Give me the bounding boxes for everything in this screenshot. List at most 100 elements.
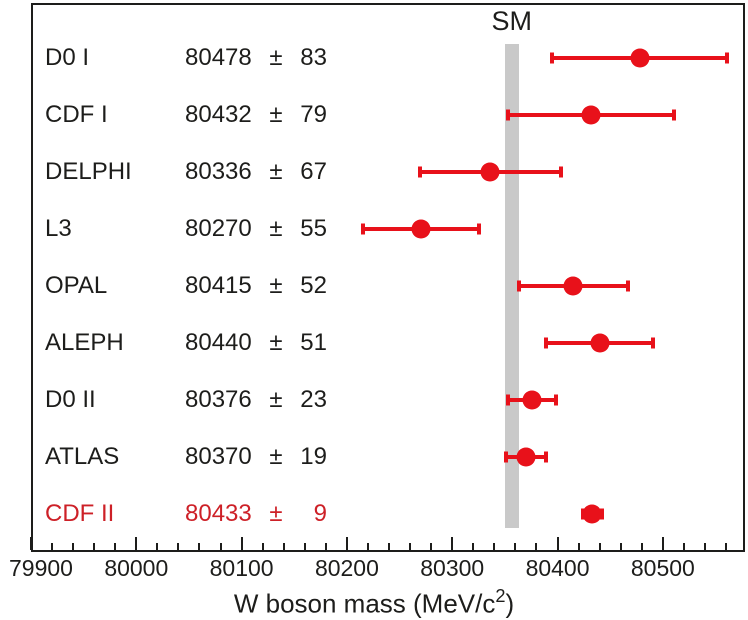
x-axis-tick-label: 79900 <box>9 555 73 581</box>
error-bar-right-cap <box>672 109 677 120</box>
x-axis-tick-label: 80500 <box>630 555 695 581</box>
sm-label: SM <box>491 6 532 36</box>
error-value: 67 <box>300 157 327 185</box>
plot-frame <box>31 3 745 552</box>
x-axis-minor-tick <box>577 543 580 550</box>
measurement-value: 80478 ±83 <box>185 43 327 71</box>
x-axis-minor-tick <box>388 543 391 550</box>
mass-value: 80336 <box>185 157 252 185</box>
error-bar-right-cap <box>554 394 559 405</box>
x-axis-tick <box>345 537 348 550</box>
x-axis-title: W boson mass (MeV/c2) <box>233 587 514 619</box>
measurement-value: 80376 ±23 <box>185 385 327 413</box>
mass-value: 80270 <box>185 214 252 242</box>
experiment-label: L3 <box>45 214 72 242</box>
error-bar-left-cap <box>506 109 511 120</box>
x-axis-tick <box>240 537 243 550</box>
data-point-marker <box>590 333 610 352</box>
data-point-marker <box>630 48 650 67</box>
x-axis-tick <box>30 537 32 550</box>
plus-minus-sign: ± <box>269 442 283 470</box>
plus-minus-sign: ± <box>269 328 283 356</box>
plus-minus-sign: ± <box>269 43 283 71</box>
error-bar-left-cap <box>417 166 422 177</box>
experiment-label: CDF II <box>45 499 115 527</box>
x-axis-minor-tick <box>366 543 369 550</box>
x-axis-minor-tick <box>703 543 706 550</box>
x-axis-minor-tick <box>493 543 496 550</box>
experiment-label: ATLAS <box>45 442 120 470</box>
error-bar-left-cap <box>503 451 508 462</box>
x-axis-minor-tick <box>93 543 96 550</box>
data-point-marker <box>480 162 500 181</box>
mass-value: 80432 <box>185 100 252 128</box>
error-bar-right-cap <box>476 223 481 234</box>
x-axis-minor-tick <box>535 543 538 550</box>
error-bar-right-cap <box>651 337 656 348</box>
x-axis-minor-tick <box>682 543 685 550</box>
error-value: 52 <box>300 271 327 299</box>
x-axis-minor-tick <box>324 543 327 550</box>
x-axis-tick-label: 80100 <box>209 555 274 581</box>
data-point-marker <box>516 447 536 466</box>
error-bar-right-cap <box>558 166 563 177</box>
error-value: 51 <box>300 328 327 356</box>
error-bar-left-cap <box>543 337 548 348</box>
x-axis-tick-label: 80200 <box>314 555 379 581</box>
x-axis-minor-tick <box>219 543 222 550</box>
x-axis-minor-tick <box>472 543 475 550</box>
error-value: 23 <box>300 385 327 413</box>
experiment-label: CDF I <box>45 100 108 128</box>
experiment-label: DELPHI <box>45 157 132 185</box>
x-axis-minor-tick <box>303 543 306 550</box>
data-point-marker <box>563 276 583 295</box>
x-axis-tick-label: 80300 <box>420 555 485 581</box>
x-axis-tick <box>556 537 559 550</box>
mass-value: 80440 <box>185 328 252 356</box>
plus-minus-sign: ± <box>269 157 283 185</box>
measurement-value: 80433 ±9 <box>185 499 327 527</box>
plus-minus-sign: ± <box>269 214 283 242</box>
error-value: 9 <box>313 499 327 527</box>
data-point-marker <box>581 105 601 124</box>
error-value: 19 <box>300 442 327 470</box>
measurement-value: 80336 ±67 <box>185 157 327 185</box>
measurement-value: 80440 ±51 <box>185 328 327 356</box>
plus-minus-sign: ± <box>269 100 283 128</box>
x-axis-tick <box>451 537 454 550</box>
data-point-marker <box>522 390 542 409</box>
x-axis-minor-tick <box>640 543 643 550</box>
x-axis-tick <box>661 537 664 550</box>
measurement-value: 80432 ±79 <box>185 100 327 128</box>
x-axis-minor-tick <box>156 543 159 550</box>
x-axis-minor-tick <box>598 543 601 550</box>
measurement-value: 80415 ±52 <box>185 271 327 299</box>
error-bar-left-cap <box>506 394 511 405</box>
sm-prediction-band <box>504 44 519 528</box>
x-axis-minor-tick <box>430 543 433 550</box>
experiment-label: D0 I <box>45 43 90 71</box>
x-axis-minor-tick <box>177 543 180 550</box>
measurement-value: 80370 ±19 <box>185 442 327 470</box>
x-axis-minor-tick <box>198 543 201 550</box>
experiment-label: OPAL <box>45 271 108 299</box>
error-bar-right-cap <box>626 280 631 291</box>
error-bar-left-cap <box>516 280 521 291</box>
plus-minus-sign: ± <box>269 271 283 299</box>
data-point-marker <box>411 219 431 238</box>
mass-value: 80478 <box>185 43 252 71</box>
error-value: 55 <box>300 214 327 242</box>
plus-minus-sign: ± <box>269 385 283 413</box>
error-bar-right-cap <box>725 52 730 63</box>
x-axis-tick <box>135 537 138 550</box>
experiment-label: D0 II <box>45 385 96 413</box>
mass-value: 80433 <box>185 499 252 527</box>
x-axis-title-text: W boson mass (MeV/c <box>233 588 496 619</box>
x-axis-tick-label: 80400 <box>525 555 590 581</box>
data-point-marker <box>582 504 602 523</box>
error-value: 83 <box>300 43 327 71</box>
error-value: 79 <box>300 100 327 128</box>
plus-minus-sign: ± <box>269 499 283 527</box>
error-bar-left-cap <box>360 223 365 234</box>
